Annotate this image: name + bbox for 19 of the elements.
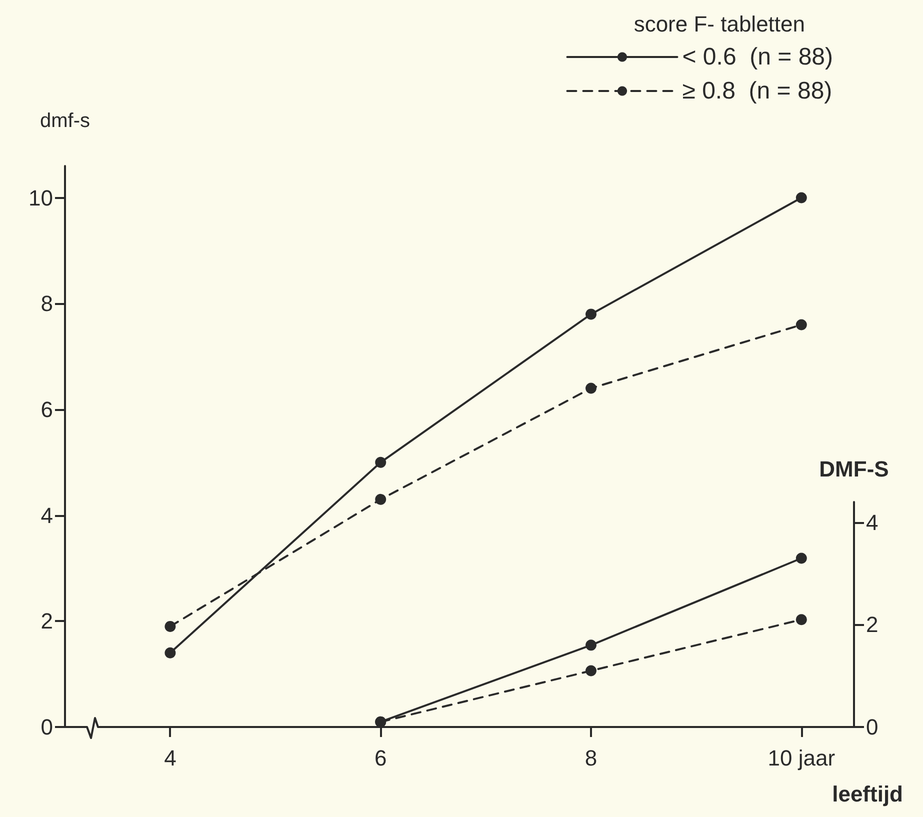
y-tick-label: 0 xyxy=(40,714,53,740)
x-tick-label: 6 xyxy=(374,746,387,770)
y-axis-title: dmf-s xyxy=(40,110,90,132)
legend-label: ≥ 0.8 (n = 88) xyxy=(682,78,832,104)
x-axis-title: leeftijd xyxy=(832,782,904,806)
y-tick-label: 2 xyxy=(40,608,53,634)
y-tick-label: 10 xyxy=(28,185,53,210)
y2-tick-label: 0 xyxy=(866,714,878,740)
x-tick-label: 4 xyxy=(164,746,176,770)
x-tick-label: 8 xyxy=(584,746,598,770)
legend-label: < 0.6 (n = 88) xyxy=(682,44,834,70)
y2-tick-label: 2 xyxy=(866,612,878,638)
y2-axis-title: DMF-S xyxy=(819,456,889,482)
y-tick-label: 6 xyxy=(40,396,53,422)
x-tick-label: 10 jaar xyxy=(768,746,836,770)
y-tick-label: 4 xyxy=(40,502,53,528)
legend-title: score F- tabletten xyxy=(634,12,805,36)
y2-tick-label: 4 xyxy=(866,510,878,535)
y-tick-label: 8 xyxy=(40,291,53,316)
